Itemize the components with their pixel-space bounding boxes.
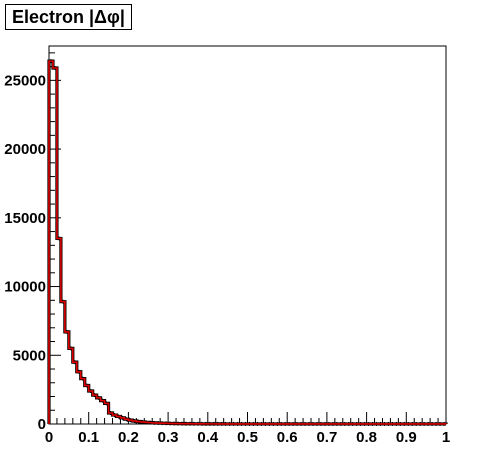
y-tick-label: 25000 xyxy=(4,72,46,89)
x-tick-label: 0.9 xyxy=(396,429,417,446)
plot-area xyxy=(47,59,448,426)
y-tick-label: 5000 xyxy=(13,347,46,364)
y-tick-label: 15000 xyxy=(4,210,46,227)
plot-frame xyxy=(48,45,447,425)
x-tick-label: 0.6 xyxy=(277,429,298,446)
y-tick-label: 10000 xyxy=(4,279,46,296)
y-tick-label: 20000 xyxy=(4,141,46,158)
x-tick-label: 0.8 xyxy=(356,429,377,446)
x-axis: 0 0.1 0.2 0.3 0.4 0.5 0.6 0.7 0.8 0.9 1 xyxy=(45,412,450,446)
x-tick-label: 1 xyxy=(442,429,450,446)
x-tick-label: 0.2 xyxy=(118,429,139,446)
x-tick-label: 0.1 xyxy=(78,429,99,446)
x-tick-label: 0.4 xyxy=(197,429,219,446)
plot-border xyxy=(48,45,447,425)
y-tick-label: 0 xyxy=(38,416,46,433)
y-axis: 0 5000 10000 15000 20000 25000 xyxy=(4,46,61,433)
series-step-line xyxy=(48,60,447,425)
x-tick-label: 0.5 xyxy=(237,429,258,446)
x-tick-label: 0.7 xyxy=(316,429,337,446)
x-tick-label: 0 xyxy=(45,429,53,446)
series-outline xyxy=(47,59,448,426)
chart-title: Electron |Δφ| xyxy=(5,4,132,30)
x-tick-label: 0.3 xyxy=(158,429,179,446)
